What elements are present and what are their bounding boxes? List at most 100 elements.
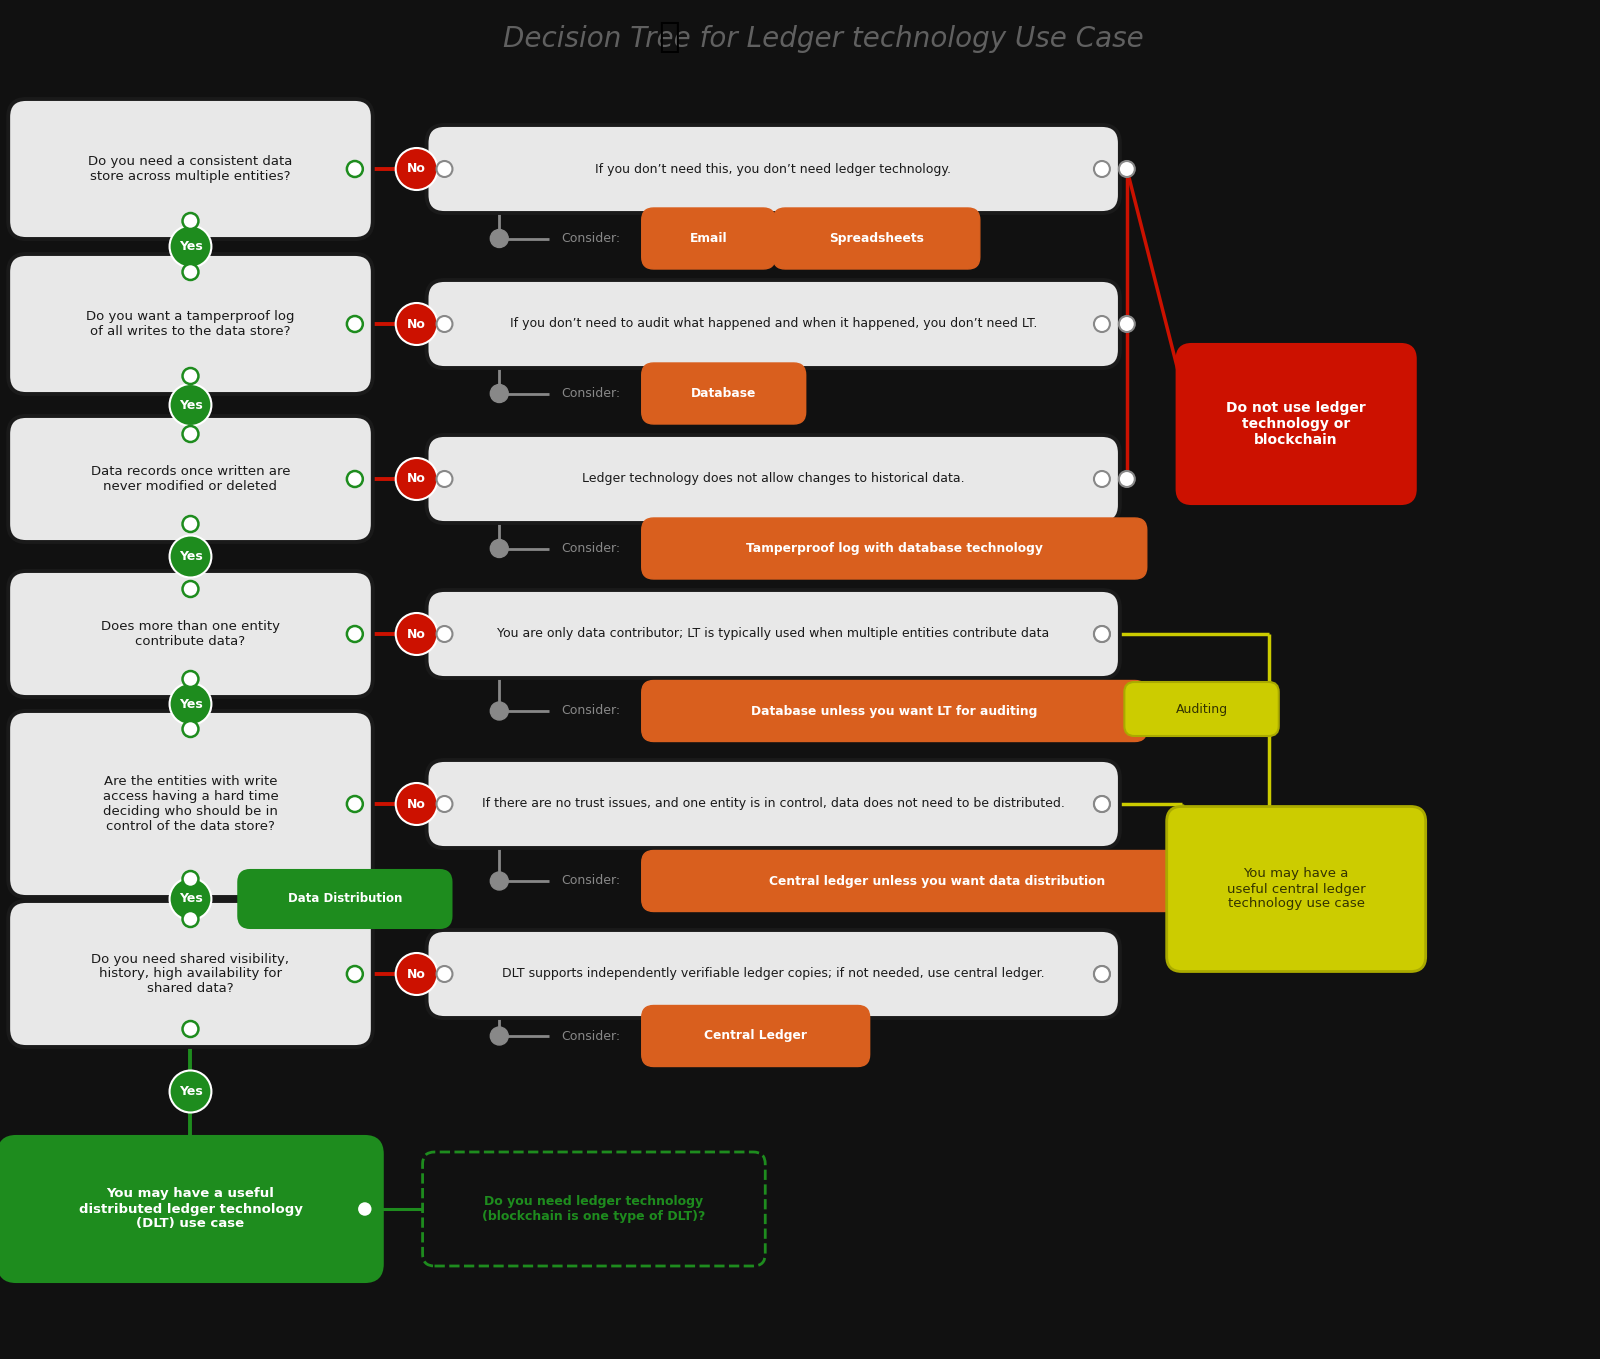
Circle shape xyxy=(437,472,453,487)
FancyBboxPatch shape xyxy=(8,711,373,897)
Circle shape xyxy=(490,540,509,557)
Circle shape xyxy=(1094,966,1110,983)
Text: Yes: Yes xyxy=(179,241,202,253)
Text: If you don’t need this, you don’t need ledger technology.: If you don’t need this, you don’t need l… xyxy=(595,163,952,175)
Circle shape xyxy=(357,1201,373,1218)
Circle shape xyxy=(395,783,437,825)
Circle shape xyxy=(1118,472,1134,487)
FancyBboxPatch shape xyxy=(642,1006,870,1067)
FancyBboxPatch shape xyxy=(1176,344,1416,504)
FancyBboxPatch shape xyxy=(427,435,1120,523)
Circle shape xyxy=(395,953,437,995)
Circle shape xyxy=(395,613,437,655)
Circle shape xyxy=(182,722,198,737)
Text: Ledger technology does not allow changes to historical data.: Ledger technology does not allow changes… xyxy=(582,473,965,485)
Text: No: No xyxy=(406,968,426,980)
Circle shape xyxy=(1118,317,1134,332)
FancyBboxPatch shape xyxy=(8,416,373,542)
Text: Consider:: Consider: xyxy=(562,232,621,245)
Circle shape xyxy=(490,230,509,247)
Circle shape xyxy=(170,226,211,268)
FancyBboxPatch shape xyxy=(642,363,806,424)
Text: Do you need a consistent data
store across multiple entities?: Do you need a consistent data store acro… xyxy=(88,155,293,183)
Text: Central ledger unless you want data distribution: Central ledger unless you want data dist… xyxy=(768,874,1106,887)
Text: Central Ledger: Central Ledger xyxy=(704,1030,806,1042)
Circle shape xyxy=(347,317,363,332)
Circle shape xyxy=(182,1021,198,1037)
Text: You may have a
useful central ledger
technology use case: You may have a useful central ledger tec… xyxy=(1227,867,1365,911)
Text: Tamperproof log with database technology: Tamperproof log with database technology xyxy=(746,542,1043,554)
Circle shape xyxy=(490,703,509,720)
FancyBboxPatch shape xyxy=(642,518,1147,579)
Text: Do you need shared visibility,
history, high availability for
shared data?: Do you need shared visibility, history, … xyxy=(91,953,290,996)
Text: Yes: Yes xyxy=(179,398,202,412)
Text: No: No xyxy=(406,318,426,330)
Text: Do you need ledger technology
(blockchain is one type of DLT)?: Do you need ledger technology (blockchai… xyxy=(482,1195,706,1223)
Circle shape xyxy=(437,160,453,177)
Circle shape xyxy=(490,872,509,890)
FancyBboxPatch shape xyxy=(642,851,1232,912)
FancyBboxPatch shape xyxy=(0,1136,382,1282)
Text: Consider:: Consider: xyxy=(562,387,621,400)
FancyBboxPatch shape xyxy=(8,571,373,697)
Circle shape xyxy=(347,796,363,811)
Circle shape xyxy=(1118,160,1134,177)
Circle shape xyxy=(182,516,198,531)
Text: No: No xyxy=(406,163,426,175)
Circle shape xyxy=(347,626,363,641)
Circle shape xyxy=(182,213,198,230)
FancyBboxPatch shape xyxy=(427,125,1120,213)
FancyBboxPatch shape xyxy=(773,208,979,269)
FancyBboxPatch shape xyxy=(8,99,373,239)
Circle shape xyxy=(170,1071,211,1113)
Text: No: No xyxy=(406,473,426,485)
Circle shape xyxy=(437,796,453,811)
Circle shape xyxy=(395,148,437,190)
Text: Auditing: Auditing xyxy=(1176,703,1227,715)
Text: If you don’t need to audit what happened and when it happened, you don’t need LT: If you don’t need to audit what happened… xyxy=(509,318,1037,330)
Circle shape xyxy=(1094,796,1110,811)
Text: Consider:: Consider: xyxy=(562,874,621,887)
FancyBboxPatch shape xyxy=(427,930,1120,1018)
Circle shape xyxy=(182,671,198,688)
Circle shape xyxy=(1094,160,1110,177)
Text: No: No xyxy=(406,628,426,640)
Text: Database: Database xyxy=(691,387,757,400)
Text: You are only data contributor; LT is typically used when multiple entities contr: You are only data contributor; LT is typ… xyxy=(498,628,1050,640)
Text: You may have a useful
distributed ledger technology
(DLT) use case: You may have a useful distributed ledger… xyxy=(78,1188,302,1230)
Circle shape xyxy=(1094,626,1110,641)
Circle shape xyxy=(170,878,211,920)
Circle shape xyxy=(395,458,437,500)
FancyBboxPatch shape xyxy=(642,681,1147,742)
Circle shape xyxy=(347,160,363,177)
FancyBboxPatch shape xyxy=(642,208,776,269)
FancyBboxPatch shape xyxy=(1166,806,1426,972)
FancyBboxPatch shape xyxy=(422,1152,765,1267)
Circle shape xyxy=(1094,966,1110,983)
Text: 🔥: 🔥 xyxy=(658,20,680,54)
Circle shape xyxy=(182,425,198,442)
Text: Data records once written are
never modified or deleted: Data records once written are never modi… xyxy=(91,465,290,493)
Circle shape xyxy=(437,966,453,983)
Circle shape xyxy=(347,472,363,487)
Circle shape xyxy=(437,626,453,641)
Text: Are the entities with write
access having a hard time
deciding who should be in
: Are the entities with write access havin… xyxy=(102,775,278,833)
FancyBboxPatch shape xyxy=(427,280,1120,368)
Text: Decision Tree for Ledger technology Use Case: Decision Tree for Ledger technology Use … xyxy=(502,24,1144,53)
Text: DLT supports independently verifiable ledger copies; if not needed, use central : DLT supports independently verifiable le… xyxy=(502,968,1045,980)
Circle shape xyxy=(170,385,211,425)
FancyBboxPatch shape xyxy=(427,590,1120,678)
Text: Database unless you want LT for auditing: Database unless you want LT for auditing xyxy=(750,704,1037,718)
Text: If there are no trust issues, and one entity is in control, data does not need t: If there are no trust issues, and one en… xyxy=(482,798,1064,810)
Text: Yes: Yes xyxy=(179,893,202,905)
Circle shape xyxy=(395,303,437,345)
Text: Yes: Yes xyxy=(179,550,202,563)
Circle shape xyxy=(490,385,509,402)
Text: Does more than one entity
contribute data?: Does more than one entity contribute dat… xyxy=(101,620,280,648)
Circle shape xyxy=(170,535,211,578)
Circle shape xyxy=(1094,626,1110,641)
Text: Spreadsheets: Spreadsheets xyxy=(829,232,923,245)
Circle shape xyxy=(490,1027,509,1045)
Text: No: No xyxy=(406,798,426,810)
Circle shape xyxy=(182,264,198,280)
